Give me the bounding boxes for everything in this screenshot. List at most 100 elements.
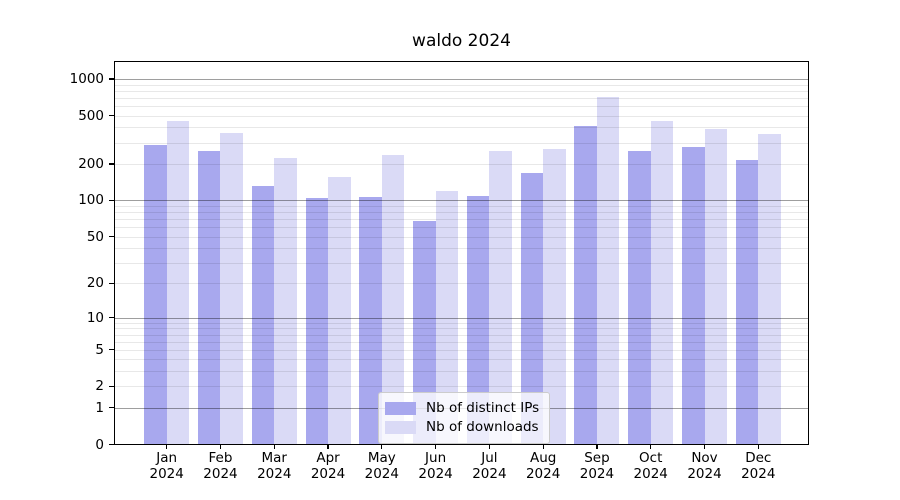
minor-gridline xyxy=(114,97,809,99)
y-axis-tick-label: 1000 xyxy=(69,71,104,88)
y-tick-mark xyxy=(109,235,114,238)
y-axis-tick-label: 10 xyxy=(86,309,104,326)
x-axis-tick-label: Oct 2024 xyxy=(633,450,668,482)
legend-label: Nb of distinct IPs xyxy=(426,400,540,416)
major-gridline xyxy=(114,200,809,202)
minor-gridline xyxy=(114,322,809,324)
x-axis-tick-label: Aug 2024 xyxy=(525,450,561,482)
downloads-bar xyxy=(328,177,351,445)
minor-gridline xyxy=(114,127,809,129)
x-axis-tick-label: Dec 2024 xyxy=(741,450,776,482)
minor-gridline xyxy=(114,262,809,264)
minor-gridline xyxy=(114,227,809,229)
downloads-bar xyxy=(758,133,781,445)
downloads-bar xyxy=(543,148,566,445)
x-tick-mark xyxy=(542,444,544,449)
x-axis-tick-label: Jul 2024 xyxy=(472,450,507,482)
distinct-ips-bar xyxy=(628,150,651,445)
x-axis-tick-label: Jun 2024 xyxy=(418,450,453,482)
y-tick-mark xyxy=(109,443,114,446)
downloads-bar xyxy=(650,120,674,445)
minor-gridline xyxy=(114,334,809,336)
x-tick-mark xyxy=(381,444,383,449)
distinct-ips-bar xyxy=(466,196,490,445)
minor-gridline xyxy=(114,349,809,351)
legend: Nb of distinct IPs Nb of downloads xyxy=(378,392,551,444)
distinct-ips-bar xyxy=(251,186,275,445)
minor-gridline xyxy=(114,283,809,285)
legend-swatch xyxy=(385,402,416,415)
y-axis-tick-label: 2 xyxy=(95,378,104,395)
minor-gridline xyxy=(114,115,809,117)
y-tick-mark xyxy=(109,282,114,285)
distinct-ips-bar xyxy=(520,172,544,445)
downloads-bar xyxy=(704,128,727,445)
x-tick-mark xyxy=(488,444,490,449)
y-axis-tick-label: 100 xyxy=(78,192,104,209)
x-tick-mark xyxy=(166,444,168,449)
minor-gridline xyxy=(114,236,809,238)
y-axis-tick-label: 50 xyxy=(86,228,104,245)
minor-gridline xyxy=(114,328,809,330)
x-tick-mark xyxy=(273,444,275,449)
distinct-ips-bar xyxy=(735,160,759,445)
y-axis-tick-label: 20 xyxy=(86,275,104,292)
x-axis-tick-label: Sep 2024 xyxy=(579,450,615,482)
x-tick-mark xyxy=(327,444,329,449)
x-axis-tick-label: Jan 2024 xyxy=(149,450,184,482)
y-tick-mark xyxy=(109,385,114,387)
x-axis-tick-label: May 2024 xyxy=(364,450,399,482)
y-tick-mark xyxy=(109,407,114,409)
minor-gridline xyxy=(114,386,809,388)
x-tick-mark xyxy=(703,444,706,449)
legend-entry: Nb of distinct IPs xyxy=(385,400,539,417)
y-tick-mark xyxy=(109,199,114,201)
x-axis-tick-label: Nov 2024 xyxy=(687,450,722,482)
downloads-bar xyxy=(435,190,459,445)
plot-area xyxy=(114,61,809,445)
minor-gridline xyxy=(114,219,809,221)
minor-gridline xyxy=(114,163,809,165)
chart-title: waldo 2024 xyxy=(412,31,511,51)
distinct-ips-bar xyxy=(359,197,382,445)
y-tick-mark xyxy=(109,115,114,117)
x-axis-tick-label: Mar 2024 xyxy=(257,450,292,482)
minor-gridline xyxy=(114,205,809,207)
y-tick-mark xyxy=(109,163,114,165)
minor-gridline xyxy=(114,212,809,214)
legend-label: Nb of downloads xyxy=(426,419,539,435)
y-axis-tick-label: 1 xyxy=(95,399,104,416)
x-tick-mark xyxy=(596,444,598,449)
x-tick-mark xyxy=(757,444,759,449)
minor-gridline xyxy=(114,142,809,144)
x-axis-tick-label: Apr 2024 xyxy=(310,450,346,482)
minor-gridline xyxy=(114,359,809,361)
y-axis-tick-label: 200 xyxy=(78,155,104,172)
y-axis-tick-label: 5 xyxy=(95,341,104,358)
y-axis-tick-label: 500 xyxy=(78,107,104,124)
downloads-bar xyxy=(166,120,190,445)
minor-gridline xyxy=(114,90,809,92)
legend-entry: Nb of downloads xyxy=(385,419,539,436)
major-gridline xyxy=(114,317,809,319)
legend-swatch xyxy=(385,421,416,434)
downloads-bar xyxy=(220,133,243,445)
x-tick-mark xyxy=(435,444,437,449)
y-tick-mark xyxy=(109,317,114,319)
major-gridline xyxy=(114,79,809,81)
x-axis-tick-label: Feb 2024 xyxy=(203,450,238,482)
downloads-bar xyxy=(381,155,405,445)
y-tick-mark xyxy=(109,78,114,80)
y-tick-mark xyxy=(109,349,114,351)
downloads-bar xyxy=(596,97,620,445)
y-axis-tick-label: 0 xyxy=(95,436,104,453)
distinct-ips-bar xyxy=(305,198,329,445)
minor-gridline xyxy=(114,84,809,86)
minor-gridline xyxy=(114,341,809,343)
distinct-ips-bar xyxy=(144,144,167,445)
downloads-bar xyxy=(274,158,297,445)
minor-gridline xyxy=(114,371,809,373)
minor-gridline xyxy=(114,106,809,108)
distinct-ips-bar xyxy=(574,125,597,445)
